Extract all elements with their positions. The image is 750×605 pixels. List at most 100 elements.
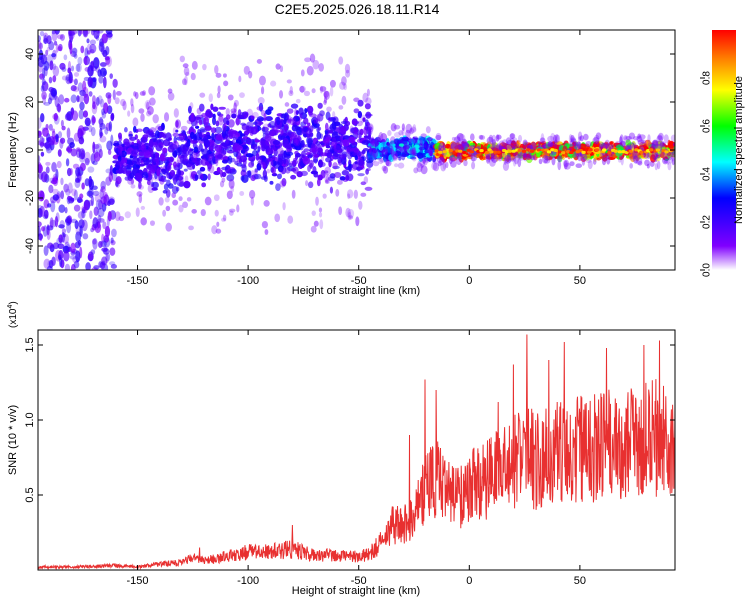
heatmap-cell: [333, 171, 342, 178]
heatmap-cell: [179, 179, 185, 186]
heatmap-cell: [47, 242, 54, 249]
heatmap-cell: [585, 159, 592, 164]
heatmap-cell: [79, 89, 86, 97]
heatmap-cell: [194, 132, 202, 141]
heatmap-cell: [175, 186, 180, 192]
heatmap-cell: [102, 191, 108, 199]
heatmap-cell: [648, 148, 654, 152]
heatmap-cell: [74, 241, 81, 249]
heatmap-cell: [284, 102, 290, 107]
heatmap-cell: [57, 46, 62, 52]
heatmap-cell: [250, 115, 255, 120]
heatmap-cell: [71, 110, 79, 121]
heatmap-cell: [132, 142, 140, 151]
heatmap-cell: [258, 75, 266, 86]
heatmap-region: [112, 86, 185, 232]
heatmap-cell: [221, 217, 227, 222]
heatmap-cell: [521, 149, 527, 153]
heatmap-cell: [65, 216, 72, 226]
heatmap-cell: [338, 154, 346, 160]
heatmap-cell: [196, 170, 202, 175]
heatmap-cell: [114, 97, 120, 105]
heatmap-cell: [90, 30, 95, 36]
heatmap-cell: [90, 249, 96, 255]
heatmap-cell: [309, 53, 316, 63]
heatmap-cell: [89, 210, 93, 220]
heatmap-cell: [156, 168, 161, 177]
heatmap-cell: [182, 201, 189, 209]
heatmap-cell: [318, 162, 326, 167]
heatmap-cell: [670, 134, 675, 142]
heatmap-cell: [218, 106, 226, 110]
heatmap-cell: [49, 177, 55, 184]
heatmap-cell: [599, 142, 606, 149]
heatmap-cell: [231, 113, 237, 119]
heatmap-cell: [93, 151, 101, 162]
heatmap-cell: [357, 111, 363, 119]
heatmap-cell: [287, 115, 292, 125]
heatmap-cell: [250, 196, 255, 206]
heatmap-cell: [58, 234, 63, 243]
heatmap-cell: [269, 133, 274, 140]
heatmap-cell: [312, 115, 318, 125]
heatmap-cell: [239, 92, 245, 99]
heatmap-cell: [147, 183, 155, 194]
heatmap-cell: [256, 116, 264, 122]
heatmap-cell: [258, 155, 267, 161]
heatmap-cell: [82, 110, 89, 118]
heatmap-cell: [335, 143, 342, 151]
heatmap-cell: [53, 112, 58, 122]
heatmap-cell: [295, 110, 299, 116]
heatmap-cell: [38, 190, 45, 202]
heatmap-cell: [174, 119, 182, 129]
heatmap-cell: [255, 152, 260, 161]
heatmap-cell: [307, 154, 313, 159]
heatmap-cell: [129, 136, 137, 141]
heatmap-cell: [212, 106, 219, 112]
heatmap-cell: [51, 53, 57, 58]
heatmap-cell: [188, 128, 197, 135]
heatmap-cell: [58, 224, 65, 229]
heatmap-cell: [203, 116, 209, 126]
heatmap-cell: [91, 185, 98, 190]
heatmap-cell: [146, 110, 152, 117]
heatmap-cell: [222, 73, 227, 78]
heatmap-cell: [38, 117, 42, 129]
heatmap-cell: [204, 111, 211, 121]
heatmap-cell: [61, 75, 68, 81]
heatmap-cell: [83, 200, 90, 210]
heatmap-cell: [410, 150, 418, 157]
heatmap-cell: [172, 132, 180, 137]
heatmap-cell: [69, 255, 77, 260]
heatmap-cell: [257, 144, 265, 149]
heatmap-cell: [289, 116, 294, 126]
heatmap-cell: [82, 30, 89, 38]
heatmap-cell: [66, 76, 70, 81]
heatmap-cell: [193, 152, 198, 160]
heatmap-cell: [104, 126, 109, 135]
heatmap-cell: [93, 30, 100, 40]
heatmap-cell: [130, 103, 135, 114]
heatmap-cell: [79, 193, 84, 199]
heatmap-cell: [336, 179, 343, 185]
heatmap-cell: [152, 181, 159, 189]
heatmap-cell: [99, 62, 107, 67]
heatmap-cell: [70, 94, 77, 104]
heatmap-cell: [70, 148, 78, 157]
heatmap-cell: [101, 108, 105, 116]
heatmap-cell: [165, 132, 172, 141]
heatmap-cell: [366, 167, 371, 172]
heatmap-cell: [385, 154, 389, 162]
heatmap-cell: [104, 225, 111, 238]
heatmap-cell: [555, 134, 561, 143]
heatmap-cell: [282, 137, 289, 147]
heatmap-cell: [87, 253, 94, 262]
heatmap-cell: [87, 65, 94, 77]
heatmap-cell: [179, 55, 185, 63]
heatmap-cell: [195, 158, 203, 166]
heatmap-cell: [39, 73, 44, 79]
heatmap-cell: [311, 142, 318, 152]
heatmap-cell: [206, 131, 210, 139]
heatmap-cell: [629, 163, 633, 169]
heatmap-cell: [152, 114, 159, 124]
